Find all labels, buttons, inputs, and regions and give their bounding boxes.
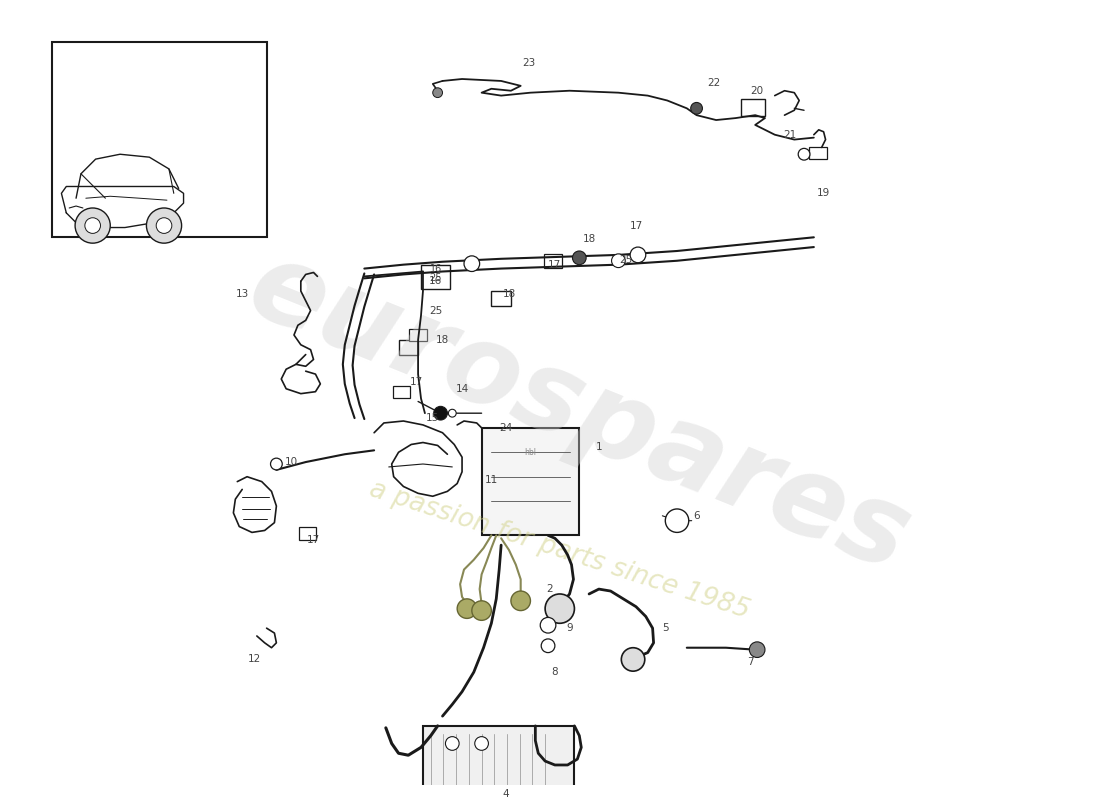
Text: 12: 12 xyxy=(249,654,262,665)
Text: 18: 18 xyxy=(503,289,516,299)
Circle shape xyxy=(449,410,456,417)
Text: 25: 25 xyxy=(429,274,442,283)
Circle shape xyxy=(630,247,646,262)
Bar xyxy=(409,329,427,341)
Text: 5: 5 xyxy=(662,623,669,633)
Circle shape xyxy=(432,88,442,98)
Text: 19: 19 xyxy=(817,188,830,198)
Text: 15: 15 xyxy=(426,413,439,423)
Text: 16: 16 xyxy=(429,263,442,274)
Text: 22: 22 xyxy=(707,78,721,88)
Circle shape xyxy=(446,737,459,750)
Circle shape xyxy=(271,458,283,470)
Circle shape xyxy=(572,251,586,265)
Circle shape xyxy=(464,256,480,271)
Bar xyxy=(492,291,510,306)
Circle shape xyxy=(546,594,574,623)
Text: 24: 24 xyxy=(499,423,513,433)
Bar xyxy=(424,726,574,800)
Bar xyxy=(52,42,266,238)
Text: 2: 2 xyxy=(547,584,553,594)
Circle shape xyxy=(666,509,689,533)
Bar xyxy=(398,340,418,354)
Circle shape xyxy=(540,618,556,633)
Text: 6: 6 xyxy=(693,510,700,521)
Circle shape xyxy=(749,642,764,658)
Bar xyxy=(299,527,317,539)
Text: 25: 25 xyxy=(429,306,442,315)
Text: 17: 17 xyxy=(629,221,642,230)
Circle shape xyxy=(85,218,100,234)
Circle shape xyxy=(799,148,810,160)
Text: 20: 20 xyxy=(750,86,763,96)
Bar xyxy=(808,147,826,159)
Circle shape xyxy=(75,208,110,243)
Text: 13: 13 xyxy=(235,289,249,299)
Text: 8: 8 xyxy=(551,667,558,677)
Text: 10: 10 xyxy=(285,457,298,467)
Bar xyxy=(421,265,450,289)
Text: 17: 17 xyxy=(409,377,422,387)
Circle shape xyxy=(541,639,554,653)
Bar xyxy=(482,428,580,535)
Text: eurospares: eurospares xyxy=(233,232,925,594)
Circle shape xyxy=(612,254,625,267)
Circle shape xyxy=(146,208,182,243)
Circle shape xyxy=(691,102,703,114)
Circle shape xyxy=(472,601,492,620)
Text: 4: 4 xyxy=(503,790,509,799)
Bar xyxy=(740,98,764,116)
Text: 14: 14 xyxy=(455,384,469,394)
Bar xyxy=(393,386,410,398)
Text: 16: 16 xyxy=(429,276,442,286)
Circle shape xyxy=(458,599,476,618)
Text: 25: 25 xyxy=(619,254,632,265)
Bar xyxy=(544,254,562,267)
Circle shape xyxy=(510,591,530,610)
Circle shape xyxy=(433,406,448,420)
Text: 11: 11 xyxy=(485,474,498,485)
Text: a passion for parts since 1985: a passion for parts since 1985 xyxy=(366,476,754,624)
Text: 9: 9 xyxy=(566,623,573,633)
Text: 18: 18 xyxy=(436,335,449,345)
Text: 17: 17 xyxy=(307,535,320,546)
Circle shape xyxy=(156,218,172,234)
Text: 1: 1 xyxy=(595,442,602,452)
Circle shape xyxy=(475,737,488,750)
Text: 7: 7 xyxy=(747,658,754,667)
Text: hbl: hbl xyxy=(525,448,537,457)
Text: 17: 17 xyxy=(548,260,561,270)
Text: 18: 18 xyxy=(583,234,596,244)
Text: 23: 23 xyxy=(521,58,535,68)
Circle shape xyxy=(621,648,645,671)
Text: 21: 21 xyxy=(783,130,796,140)
